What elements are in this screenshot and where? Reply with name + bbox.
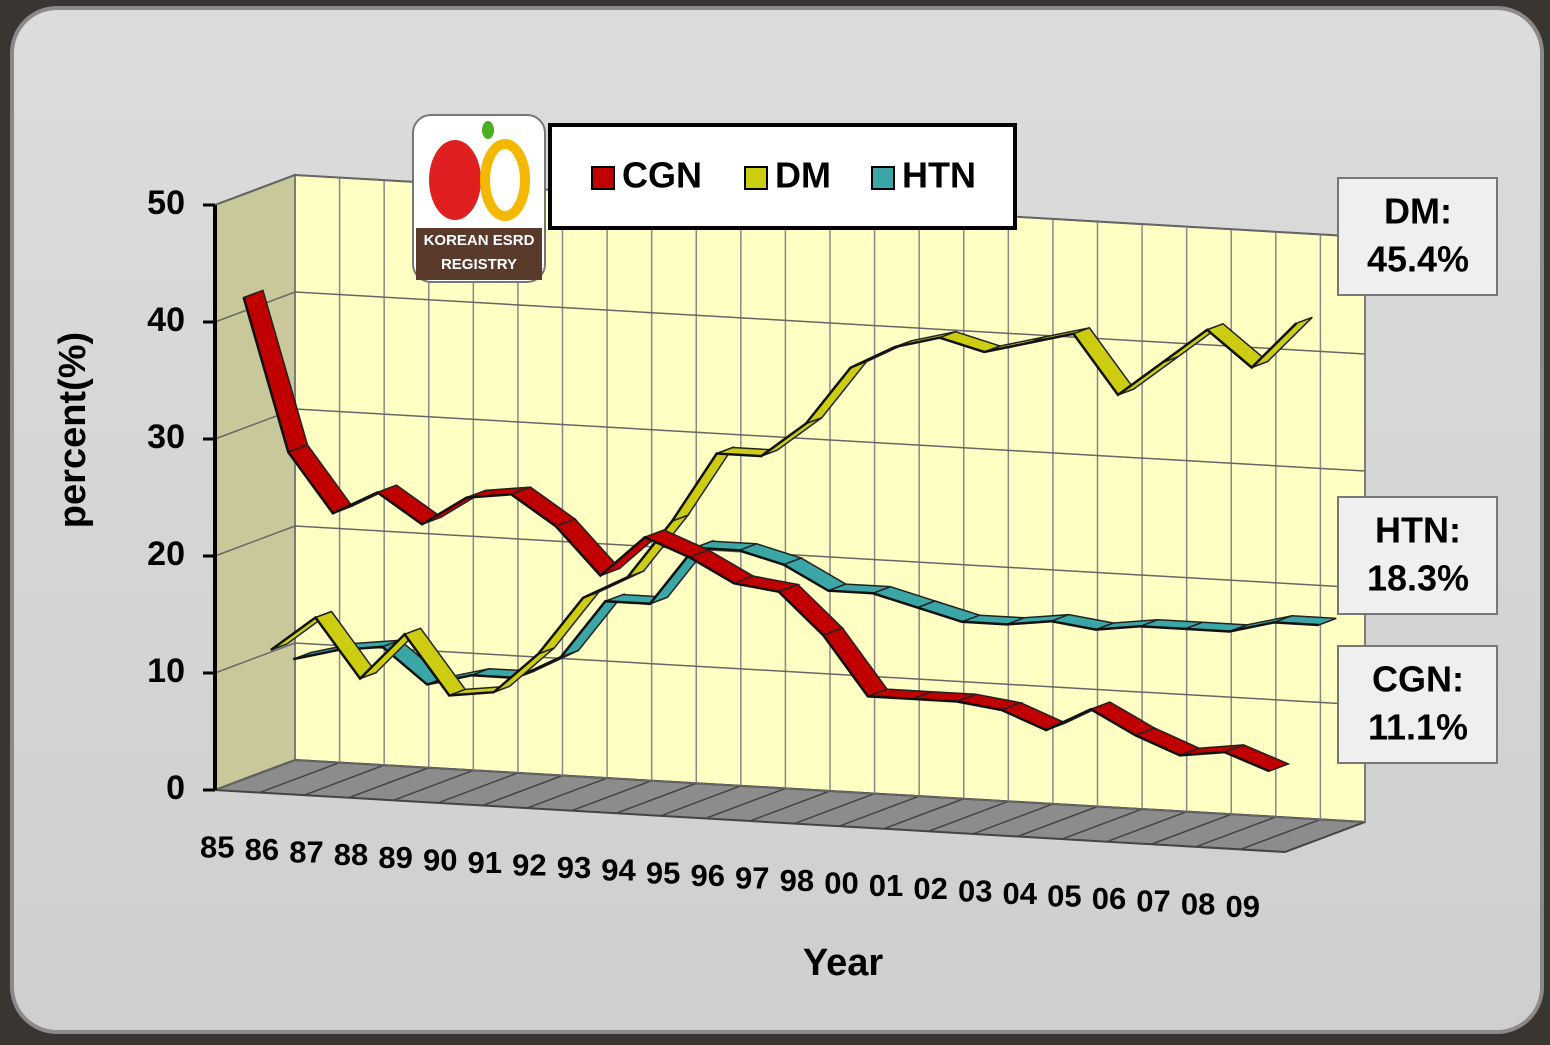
x-tick-label: 88 bbox=[334, 837, 368, 872]
floor-grid bbox=[571, 779, 652, 812]
floor-grid bbox=[482, 774, 563, 807]
floor-grid bbox=[749, 790, 831, 822]
y-axis-label: percent(%) bbox=[52, 332, 94, 528]
logo-kidney bbox=[480, 139, 530, 221]
floor-grid bbox=[794, 792, 875, 825]
y-tick-label: 50 bbox=[147, 184, 185, 222]
x-tick-label: 96 bbox=[690, 858, 724, 893]
annotation-text: HTN: bbox=[1375, 510, 1461, 551]
x-tick-label: 04 bbox=[1003, 876, 1038, 911]
legend-label: DM bbox=[775, 155, 831, 196]
floor-grid bbox=[1017, 805, 1098, 838]
floor-grid bbox=[660, 785, 742, 817]
x-tick-label: 00 bbox=[824, 866, 858, 901]
logo-text: REGISTRY bbox=[441, 256, 517, 273]
grid-line bbox=[214, 642, 1366, 706]
annotation-box bbox=[1337, 645, 1498, 764]
logo: KOREAN ESRD REGISTRY bbox=[412, 114, 546, 283]
floor-grid bbox=[615, 782, 697, 814]
legend-swatch bbox=[591, 166, 615, 190]
x-tick-label: 85 bbox=[200, 829, 234, 864]
x-tick-label: 08 bbox=[1181, 886, 1215, 921]
logo-leaf bbox=[482, 121, 494, 139]
x-tick-label: 03 bbox=[958, 873, 992, 908]
y-tick-label: 30 bbox=[147, 418, 185, 456]
logo-band bbox=[416, 228, 542, 280]
floor-grid bbox=[1240, 818, 1321, 851]
floor-grid bbox=[1106, 810, 1187, 843]
floor-grid bbox=[393, 769, 474, 802]
x-tick-label: 92 bbox=[512, 848, 546, 883]
legend-label: HTN bbox=[902, 155, 976, 196]
y-tick-label: 0 bbox=[166, 769, 185, 807]
x-tick-label: 90 bbox=[423, 842, 457, 877]
floor-grid bbox=[1284, 821, 1366, 853]
logo-kidney bbox=[429, 140, 481, 220]
legend bbox=[548, 123, 1017, 230]
x-tick-label: 07 bbox=[1136, 884, 1170, 919]
floor-grid bbox=[437, 772, 519, 804]
y-tick-label: 10 bbox=[147, 652, 185, 690]
floor-grid bbox=[303, 764, 385, 796]
x-tick-label: 06 bbox=[1092, 881, 1126, 916]
series-line bbox=[270, 322, 1298, 697]
floor-grid bbox=[883, 798, 965, 830]
x-tick-label: 87 bbox=[289, 835, 323, 870]
legend-swatch bbox=[744, 166, 768, 190]
annotation-text: CGN: bbox=[1372, 659, 1464, 700]
x-tick-label: 05 bbox=[1047, 879, 1081, 914]
floor-grid bbox=[705, 787, 786, 820]
grid-line bbox=[214, 759, 1366, 823]
grid-line bbox=[214, 525, 1366, 589]
series-line bbox=[293, 546, 1319, 686]
floor-grid bbox=[1195, 816, 1277, 848]
logo-text: KOREAN ESRD bbox=[424, 232, 535, 249]
annotation-text: 18.3% bbox=[1367, 558, 1469, 599]
side-wall bbox=[214, 173, 296, 792]
annotation-text: 45.4% bbox=[1367, 239, 1469, 280]
annotation-text: DM: bbox=[1384, 191, 1452, 232]
floor-grid bbox=[259, 761, 340, 794]
x-tick-label: 09 bbox=[1225, 889, 1259, 924]
x-tick-label: 02 bbox=[913, 871, 947, 906]
x-tick-label: 98 bbox=[780, 863, 814, 898]
annotation-box bbox=[1337, 177, 1498, 296]
floor-grid bbox=[972, 803, 1054, 835]
x-axis-label: Year bbox=[803, 942, 884, 984]
legend-swatch bbox=[871, 166, 895, 190]
floor-grid bbox=[838, 795, 920, 827]
x-tick-label: 95 bbox=[646, 855, 680, 890]
floor-grid bbox=[1061, 808, 1143, 840]
annotation-box bbox=[1337, 496, 1498, 615]
floor-grid bbox=[1150, 813, 1232, 845]
x-tick-label: 93 bbox=[557, 850, 591, 885]
x-tick-label: 91 bbox=[468, 845, 502, 880]
floor-grid bbox=[928, 800, 1009, 833]
floor-grid bbox=[348, 767, 430, 799]
x-tick-label: 01 bbox=[869, 868, 903, 903]
x-tick-label: 89 bbox=[378, 840, 412, 875]
floor-grid bbox=[526, 777, 608, 809]
x-tick-label: 97 bbox=[735, 860, 769, 895]
grid-line bbox=[214, 291, 1366, 355]
legend-label: CGN bbox=[622, 155, 702, 196]
series-line bbox=[242, 297, 1270, 773]
annotation-text: 11.1% bbox=[1368, 707, 1468, 748]
y-tick-label: 20 bbox=[147, 535, 185, 573]
x-tick-label: 94 bbox=[601, 853, 636, 888]
x-tick-label: 86 bbox=[245, 832, 279, 867]
y-tick-label: 40 bbox=[147, 301, 185, 339]
